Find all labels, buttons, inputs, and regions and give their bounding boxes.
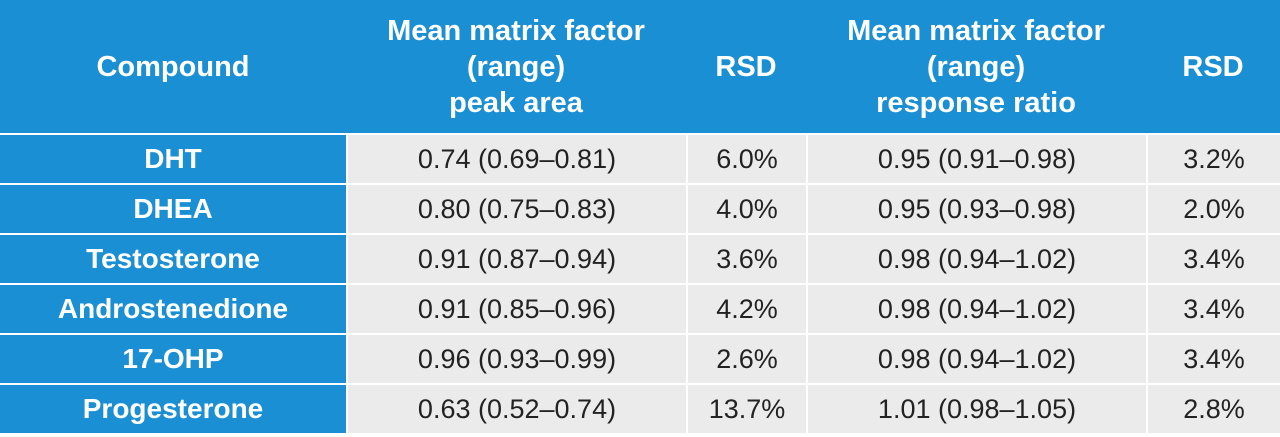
mmf-peak-area-cell: 0.63 (0.52–0.74) <box>346 385 686 435</box>
header-mmf-peak-area-line-3: peak area <box>449 86 583 119</box>
rsd-1-cell: 4.2% <box>686 285 806 335</box>
mmf-peak-area-cell: 0.80 (0.75–0.83) <box>346 185 686 235</box>
compound-cell: Progesterone <box>0 385 346 435</box>
header-mmf-response-ratio-line-2: (range) <box>926 50 1026 83</box>
compound-cell: 17-OHP <box>0 335 346 385</box>
header-mmf-response-ratio-line-1: Mean matrix factor <box>847 14 1105 47</box>
rsd-1-cell: 3.6% <box>686 235 806 285</box>
table-row: Androstenedione 0.91 (0.85–0.96) 4.2% 0.… <box>0 285 1280 335</box>
mmf-response-ratio-cell: 1.01 (0.98–1.05) <box>806 385 1146 435</box>
table-row: DHT 0.74 (0.69–0.81) 6.0% 0.95 (0.91–0.9… <box>0 135 1280 185</box>
compound-cell: Testosterone <box>0 235 346 285</box>
rsd-2-cell: 3.4% <box>1146 235 1280 285</box>
header-compound: Compound <box>0 0 346 135</box>
compound-cell: DHEA <box>0 185 346 235</box>
header-rsd-1-label: RSD <box>715 50 777 83</box>
header-rsd-2: RSD <box>1146 0 1280 135</box>
mmf-response-ratio-cell: 0.95 (0.91–0.98) <box>806 135 1146 185</box>
mmf-response-ratio-cell: 0.98 (0.94–1.02) <box>806 335 1146 385</box>
mmf-peak-area-cell: 0.96 (0.93–0.99) <box>346 335 686 385</box>
mmf-response-ratio-cell: 0.98 (0.94–1.02) <box>806 285 1146 335</box>
compound-cell: Androstenedione <box>0 285 346 335</box>
mmf-peak-area-cell: 0.91 (0.85–0.96) <box>346 285 686 335</box>
header-rsd-1: RSD <box>686 0 806 135</box>
rsd-2-cell: 2.0% <box>1146 185 1280 235</box>
mmf-response-ratio-cell: 0.98 (0.94–1.02) <box>806 235 1146 285</box>
table-row: Testosterone 0.91 (0.87–0.94) 3.6% 0.98 … <box>0 235 1280 285</box>
header-rsd-2-label: RSD <box>1182 50 1244 83</box>
rsd-2-cell: 2.8% <box>1146 385 1280 435</box>
header-mmf-response-ratio-line-3: response ratio <box>876 86 1076 119</box>
rsd-1-cell: 2.6% <box>686 335 806 385</box>
header-mmf-response-ratio: Mean matrix factor (range) response rati… <box>806 0 1146 135</box>
header-mmf-peak-area-line-1: Mean matrix factor <box>387 14 645 47</box>
compound-cell: DHT <box>0 135 346 185</box>
header-row: Compound Mean matrix factor (range) peak… <box>0 0 1280 135</box>
rsd-1-cell: 13.7% <box>686 385 806 435</box>
rsd-2-cell: 3.4% <box>1146 285 1280 335</box>
header-compound-label: Compound <box>96 50 250 83</box>
rsd-2-cell: 3.2% <box>1146 135 1280 185</box>
header-mmf-peak-area-line-2: (range) <box>466 50 566 83</box>
table-row: 17-OHP 0.96 (0.93–0.99) 2.6% 0.98 (0.94–… <box>0 335 1280 385</box>
rsd-2-cell: 3.4% <box>1146 335 1280 385</box>
header-mmf-peak-area: Mean matrix factor (range) peak area <box>346 0 686 135</box>
rsd-1-cell: 4.0% <box>686 185 806 235</box>
table-row: Progesterone 0.63 (0.52–0.74) 13.7% 1.01… <box>0 385 1280 435</box>
rsd-1-cell: 6.0% <box>686 135 806 185</box>
table-row: DHEA 0.80 (0.75–0.83) 4.0% 0.95 (0.93–0.… <box>0 185 1280 235</box>
mmf-response-ratio-cell: 0.95 (0.93–0.98) <box>806 185 1146 235</box>
mmf-peak-area-cell: 0.74 (0.69–0.81) <box>346 135 686 185</box>
mmf-peak-area-cell: 0.91 (0.87–0.94) <box>346 235 686 285</box>
